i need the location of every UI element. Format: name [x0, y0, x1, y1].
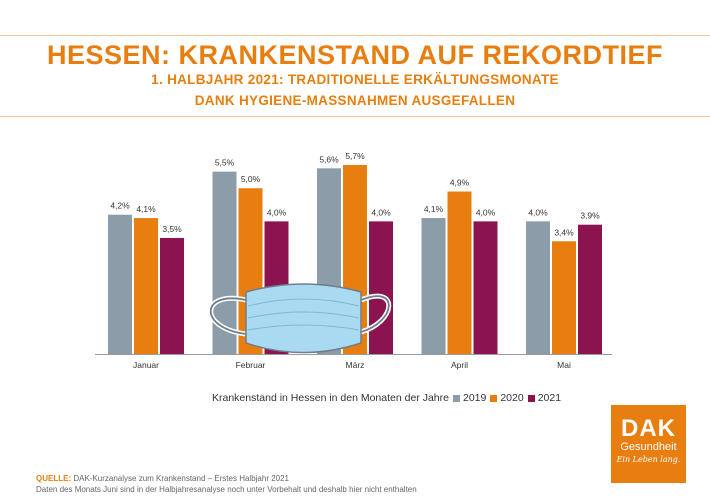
data-label-2021-3: 4,0% [476, 207, 496, 217]
bar-2020-4 [552, 241, 576, 354]
dak-logo: DAK Gesundheit Ein Leben lang. [611, 405, 686, 483]
logo-slogan: Ein Leben lang. [616, 455, 681, 464]
data-label-2019-3: 4,1% [424, 204, 444, 214]
legend-title: Krankenstand in Hessen in den Monaten de… [212, 392, 449, 404]
data-label-2021-0: 3,5% [162, 224, 182, 234]
data-label-2019-4: 4,0% [528, 207, 548, 217]
legend-swatch-2021 [527, 394, 535, 402]
x-tick-label-3: April [451, 360, 468, 370]
mask-pleat-1 [247, 298, 360, 307]
mask-pleat-3 [247, 324, 360, 331]
source-text: DAK-Kurzanalyse zum Krankenstand – Erste… [73, 474, 290, 483]
data-label-2021-4: 3,9% [580, 211, 600, 221]
bar-2021-3 [473, 221, 498, 354]
logo-name: Gesundheit [620, 441, 677, 453]
data-label-2019-2: 5,6% [319, 154, 339, 164]
legend-swatch-2019 [452, 394, 460, 402]
data-label-2020-0: 4,1% [136, 204, 156, 214]
bar-2020-0 [134, 218, 158, 354]
data-label-2021-2: 4,0% [371, 207, 391, 217]
x-tick-label-2: März [346, 360, 365, 370]
source-note: QUELLE: DAK-Kurzanalyse zum Krankenstand… [36, 473, 417, 495]
subtitle-line-2: DANK HYGIENE-MASSNAHMEN AUSGEFALLEN [194, 93, 516, 108]
legend-label-2020: 2020 [500, 392, 524, 404]
x-tick-label-1: Februar [236, 360, 266, 370]
x-tick-label-0: Januar [133, 360, 159, 370]
data-label-2019-0: 4,2% [110, 201, 130, 211]
subtitle-line-1: 1. HALBJAHR 2021: TRADITIONELLE ERKÄLTUN… [151, 72, 559, 87]
x-tick-label-4: Mai [557, 360, 571, 370]
data-label-2021-1: 4,0% [267, 207, 287, 217]
legend-label-2021: 2021 [537, 392, 562, 404]
bar-2019-0 [108, 214, 132, 354]
top-rule [0, 35, 710, 36]
chart-legend: Krankenstand in Hessen in den Monaten de… [212, 392, 561, 404]
page-title: HESSEN: KRANKENSTAND AUF REKORDTIEF [46, 40, 663, 70]
data-label-2020-1: 5,0% [241, 174, 261, 184]
mask-pleat-2 [247, 311, 360, 319]
data-label-2020-3: 4,9% [450, 178, 470, 188]
data-label-2019-1: 5,5% [215, 158, 235, 168]
source-label: QUELLE: [36, 474, 72, 483]
face-mask [245, 283, 362, 354]
data-label-2020-2: 5,7% [345, 151, 365, 161]
legend-label-2019: 2019 [462, 392, 487, 404]
bar-2021-0 [160, 237, 184, 354]
bar-2019-3 [421, 218, 446, 354]
bar-2021-2 [369, 221, 393, 354]
data-note: Daten des Monats Juni sind in der Halbja… [36, 485, 417, 494]
data-label-2020-4: 3,4% [554, 227, 574, 237]
bar-2019-4 [526, 221, 550, 354]
bar-2021-4 [578, 224, 602, 354]
bottom-rule [0, 116, 710, 117]
legend-swatch-2020 [490, 394, 498, 402]
mask-ear-loop-right [360, 295, 390, 333]
logo-brand: DAK [621, 415, 676, 442]
mask-ear-loop-left [209, 297, 247, 335]
bar-2020-3 [447, 191, 472, 354]
